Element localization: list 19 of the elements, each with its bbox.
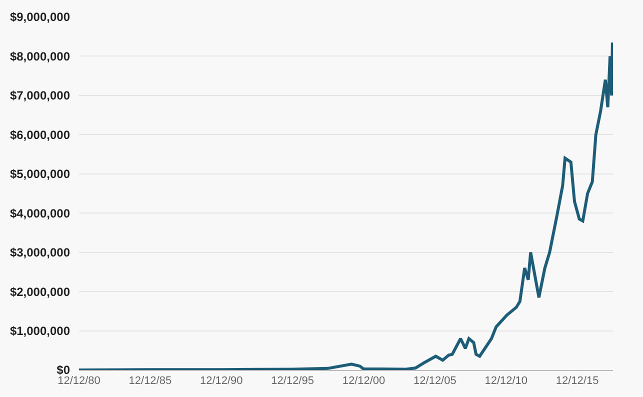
y-tick-label: $5,000,000	[10, 167, 70, 182]
y-tick-label: $1,000,000	[10, 324, 70, 338]
y-tick-label: $0	[56, 363, 70, 378]
y-tick-label: $9,000,000	[10, 10, 70, 24]
y-tick-label: $2,000,000	[10, 284, 70, 299]
y-tick-label: $8,000,000	[10, 49, 70, 64]
x-tick-label: 12/12/90	[200, 375, 243, 388]
x-tick-label: 12/12/15	[556, 375, 599, 388]
x-tick-label: 12/12/95	[271, 375, 314, 388]
y-tick-label: $6,000,000	[10, 128, 70, 142]
y-tick-label: $3,000,000	[10, 246, 70, 260]
line-series	[79, 40, 613, 370]
y-tick-label: $4,000,000	[10, 206, 70, 220]
x-tick-label: 12/12/80	[58, 375, 100, 388]
x-tick-label: 12/12/10	[484, 375, 528, 388]
x-tick-label: 12/12/00	[342, 375, 386, 388]
x-tick-label: 12/12/85	[128, 375, 172, 388]
y-tick-label: $7,000,000	[10, 88, 70, 103]
x-tick-label: 12/12/05	[414, 375, 456, 388]
